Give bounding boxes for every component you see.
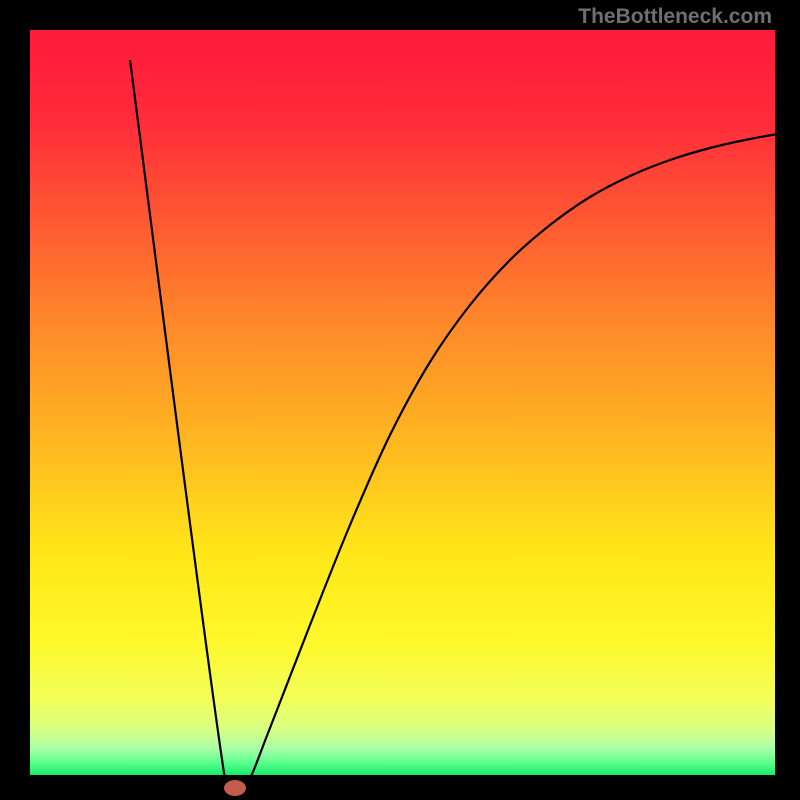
curve-layer (30, 30, 775, 775)
chart-container: TheBottleneck.com (0, 0, 800, 800)
bottleneck-curve (130, 60, 800, 800)
plot-area (30, 30, 775, 775)
minimum-marker (224, 780, 246, 796)
watermark-text: TheBottleneck.com (578, 5, 772, 29)
